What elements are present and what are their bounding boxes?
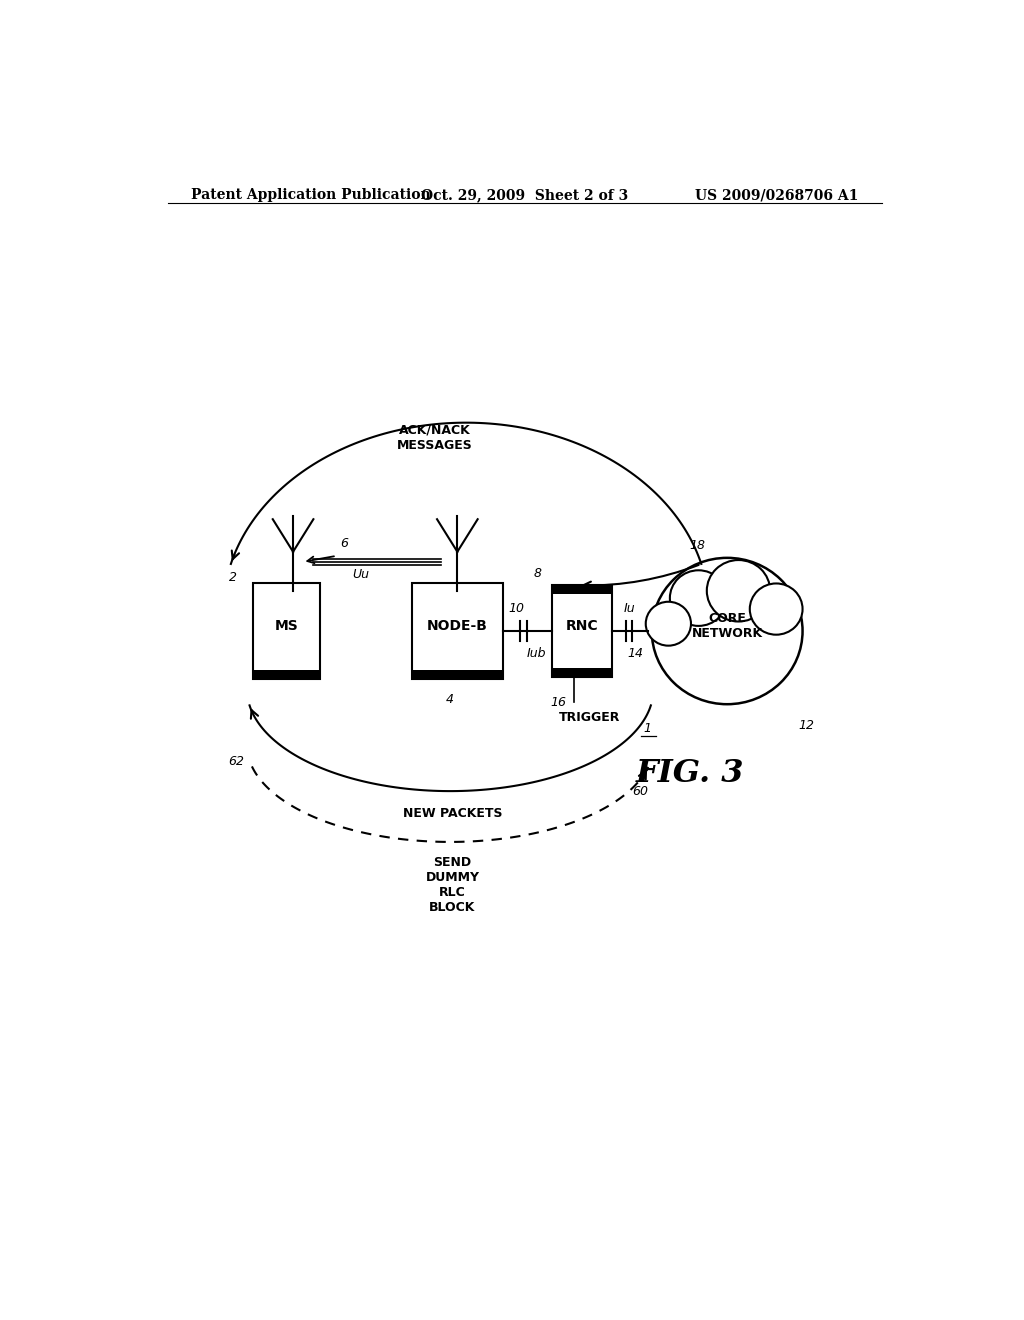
Text: Iu: Iu — [625, 602, 636, 615]
Bar — [552, 585, 611, 594]
Text: 6: 6 — [341, 537, 348, 550]
Text: NODE-B: NODE-B — [427, 619, 487, 634]
Text: 14: 14 — [628, 647, 643, 660]
Text: CORE
NETWORK: CORE NETWORK — [691, 612, 763, 640]
Text: 18: 18 — [689, 539, 706, 552]
Text: Iub: Iub — [526, 647, 546, 660]
Ellipse shape — [750, 583, 803, 635]
Ellipse shape — [670, 570, 727, 626]
Text: 1: 1 — [644, 722, 652, 735]
Text: TRIGGER: TRIGGER — [559, 711, 621, 723]
Text: RNC: RNC — [565, 619, 598, 634]
Bar — [412, 669, 503, 680]
Bar — [552, 668, 611, 677]
Ellipse shape — [646, 602, 691, 645]
Bar — [412, 582, 503, 680]
Text: 4: 4 — [445, 693, 454, 706]
Text: 12: 12 — [799, 719, 815, 733]
Bar — [552, 585, 611, 677]
Text: US 2009/0268706 A1: US 2009/0268706 A1 — [694, 189, 858, 202]
Ellipse shape — [651, 558, 803, 704]
Text: 62: 62 — [228, 755, 244, 768]
Text: 60: 60 — [633, 785, 648, 799]
Text: NEW PACKETS: NEW PACKETS — [402, 807, 503, 820]
Text: FIG. 3: FIG. 3 — [636, 758, 744, 789]
Text: 16: 16 — [550, 696, 566, 709]
Text: SEND
DUMMY
RLC
BLOCK: SEND DUMMY RLC BLOCK — [426, 855, 479, 913]
Text: Patent Application Publication: Patent Application Publication — [191, 189, 431, 202]
Text: Uu: Uu — [352, 568, 369, 581]
Text: Oct. 29, 2009  Sheet 2 of 3: Oct. 29, 2009 Sheet 2 of 3 — [421, 189, 629, 202]
Text: ACK/NACK
MESSAGES: ACK/NACK MESSAGES — [396, 424, 472, 451]
Text: 8: 8 — [534, 566, 542, 579]
Ellipse shape — [707, 560, 770, 622]
Text: 10: 10 — [508, 602, 524, 615]
Text: MS: MS — [274, 619, 299, 634]
Text: 2: 2 — [229, 572, 238, 585]
Bar — [253, 669, 321, 680]
Bar — [253, 582, 321, 680]
